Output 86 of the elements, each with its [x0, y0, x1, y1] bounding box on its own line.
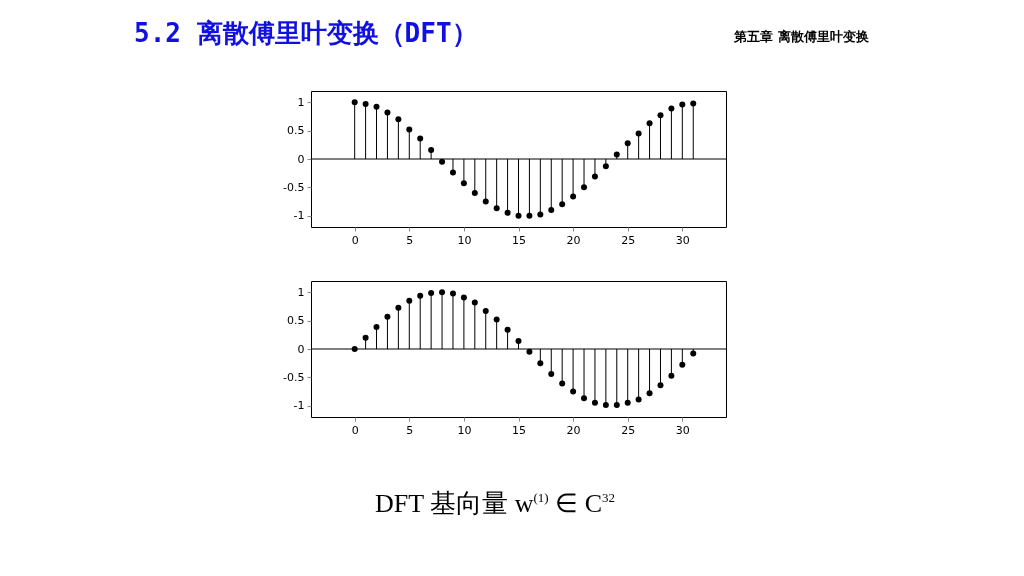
x-tick-label: 10	[457, 423, 472, 437]
point	[657, 382, 664, 389]
point	[406, 126, 413, 133]
point	[395, 116, 402, 123]
point	[449, 290, 456, 297]
point	[460, 294, 467, 301]
point	[646, 120, 653, 127]
point	[395, 304, 402, 311]
y-tick-label: -1	[293, 399, 305, 413]
point	[668, 372, 675, 379]
x-tick-label: 20	[566, 233, 581, 247]
x-tick-label: 5	[406, 423, 414, 437]
point	[428, 289, 435, 296]
point	[406, 297, 413, 304]
point	[548, 207, 555, 213]
point	[449, 169, 456, 176]
y-tick-label: 1	[297, 95, 305, 109]
point	[591, 399, 598, 406]
x-tick-label: 20	[566, 423, 581, 437]
point	[439, 289, 446, 296]
point	[635, 130, 642, 137]
y-tick-label: -1	[293, 209, 305, 223]
x-tick-label: 0	[351, 423, 359, 437]
point	[668, 105, 675, 112]
point	[471, 190, 478, 196]
point	[373, 323, 380, 330]
point	[537, 211, 544, 218]
point	[559, 380, 566, 387]
point	[482, 198, 489, 205]
point	[679, 101, 686, 108]
point	[515, 338, 522, 345]
point	[581, 184, 588, 191]
point	[526, 212, 533, 219]
point	[504, 209, 511, 216]
point	[570, 388, 577, 395]
point	[428, 146, 435, 153]
point	[384, 109, 391, 116]
point	[460, 180, 467, 187]
text: 第五章 离散傅里叶变换	[734, 28, 869, 46]
point	[362, 101, 369, 108]
x-tick-label: 15	[512, 423, 526, 437]
point	[624, 399, 631, 406]
point	[373, 103, 380, 110]
y-tick-label: 0	[297, 342, 305, 356]
point	[602, 163, 609, 170]
point	[482, 308, 489, 315]
point	[515, 212, 522, 219]
point	[417, 135, 424, 142]
point	[504, 326, 511, 333]
point	[559, 201, 566, 208]
point	[657, 112, 664, 119]
x-tick-label: 25	[621, 423, 636, 437]
point	[493, 205, 500, 212]
point	[362, 334, 369, 341]
point	[591, 173, 598, 180]
x-tick-label: 30	[675, 423, 690, 437]
point	[635, 396, 642, 403]
point	[570, 193, 577, 200]
point	[537, 360, 544, 367]
point	[624, 140, 631, 147]
point	[679, 361, 686, 368]
point	[351, 99, 358, 106]
point	[646, 390, 653, 397]
point	[602, 402, 609, 409]
point	[548, 370, 555, 377]
y-tick-label: 0.5	[287, 124, 305, 138]
y-tick-label: -0.5	[283, 180, 305, 194]
x-tick-label: 5	[406, 233, 414, 247]
x-tick-label: 10	[457, 233, 472, 247]
x-tick-label: 25	[621, 233, 636, 247]
chart-title: 5.2 离散傅里叶变换（DFT）	[134, 17, 478, 50]
y-tick-label: 0	[297, 152, 305, 166]
point	[690, 100, 697, 107]
point	[417, 292, 424, 299]
y-tick-label: -0.5	[283, 370, 305, 384]
y-tick-label: 1	[297, 285, 305, 299]
point	[471, 299, 478, 306]
point	[613, 402, 620, 409]
x-tick-label: 15	[512, 233, 526, 247]
point	[581, 395, 588, 402]
x-tick-label: 0	[351, 233, 359, 247]
y-tick-label: 0.5	[287, 314, 305, 328]
point	[384, 313, 391, 320]
text: DFT 基向量 w$^{(1)}$ ∈ C$^{32}$	[374, 488, 616, 520]
point	[493, 316, 500, 323]
x-tick-label: 30	[675, 233, 690, 247]
